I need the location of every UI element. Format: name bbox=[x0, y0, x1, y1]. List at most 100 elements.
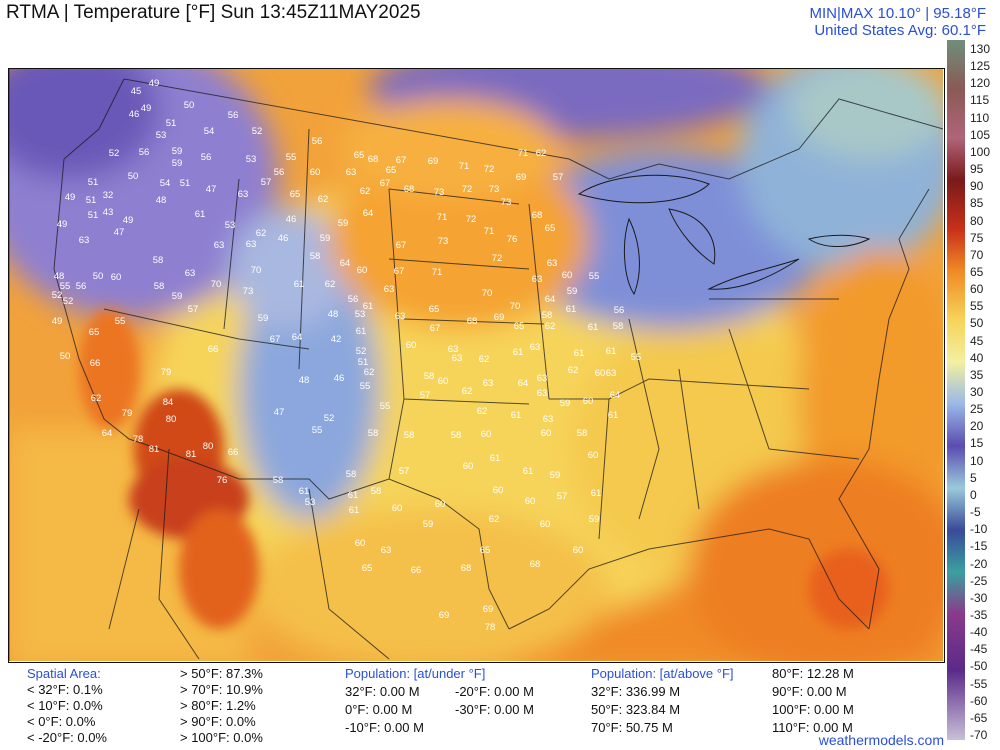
station-temp-label: 56 bbox=[274, 167, 285, 178]
station-temp-label: 61 bbox=[574, 348, 585, 359]
colorbar-tick-label: 40 bbox=[970, 350, 984, 365]
station-temp-label: 62 bbox=[545, 321, 556, 332]
colorbar-tick-label: -25 bbox=[970, 573, 988, 588]
station-temp-label: 64 bbox=[102, 428, 113, 439]
colorbar-tick-label: 15 bbox=[970, 436, 984, 451]
station-temp-label: 67 bbox=[394, 266, 405, 277]
pop-under-b1: -20°F: 0.00 M bbox=[455, 684, 534, 699]
station-temp-label: 58 bbox=[613, 321, 624, 332]
station-temp-label: 60 bbox=[541, 428, 552, 439]
station-temp-label: 72 bbox=[484, 164, 495, 175]
station-temp-label: 62 bbox=[364, 367, 375, 378]
station-temp-label: 62 bbox=[360, 186, 371, 197]
station-temp-label: 68 bbox=[532, 210, 543, 221]
station-temp-label: 69 bbox=[428, 156, 439, 167]
station-temp-label: 66 bbox=[411, 565, 422, 576]
station-temp-label: 53 bbox=[225, 220, 236, 231]
station-temp-label: 63 bbox=[543, 414, 554, 425]
station-temp-label: 48 bbox=[328, 309, 339, 320]
pop-under-b2: -30°F: 0.00 M bbox=[455, 702, 534, 717]
station-temp-label: 52 bbox=[63, 296, 74, 307]
station-temp-label: 58 bbox=[404, 430, 415, 441]
colorbar-tick-label: -50 bbox=[970, 659, 988, 674]
colorbar-tick-label: 75 bbox=[970, 230, 984, 245]
station-temp-label: 62 bbox=[489, 514, 500, 525]
dakota-warm-region bbox=[339, 99, 559, 199]
station-temp-label: 58 bbox=[371, 486, 382, 497]
station-temp-label: 58 bbox=[451, 430, 462, 441]
station-temp-label: 48 bbox=[156, 195, 167, 206]
station-temp-label: 68 bbox=[467, 316, 478, 327]
colorbar-tick-label: 65 bbox=[970, 264, 984, 279]
colorbar-tick-label: 20 bbox=[970, 419, 984, 434]
pop-above-a1: 32°F: 336.99 M bbox=[591, 684, 681, 699]
station-temp-label: 70 bbox=[510, 301, 521, 312]
station-temp-label: 55 bbox=[380, 401, 391, 412]
station-temp-label: 78 bbox=[133, 434, 144, 445]
california-warm-region bbox=[79, 309, 139, 429]
station-temp-label: 63 bbox=[537, 388, 548, 399]
station-temp-label: 67 bbox=[270, 334, 281, 345]
station-temp-label: 49 bbox=[123, 215, 134, 226]
lake-huron bbox=[668, 208, 716, 265]
temperature-map[interactable]: 49 45 49 46 50 56 51 53 54 52 52 56 59 56 55 56 53 59 50 51… bbox=[8, 68, 945, 663]
station-temp-label: 54 bbox=[160, 178, 171, 189]
station-temp-label: 72 bbox=[466, 214, 477, 225]
colorbar-tick-label: -65 bbox=[970, 710, 988, 725]
station-temp-label: 60 bbox=[573, 545, 584, 556]
pop-above-b1: 80°F: 12.28 M bbox=[772, 666, 854, 681]
station-temp-label: 68 bbox=[404, 184, 415, 195]
spatial-right-1: > 50°F: 87.3% bbox=[180, 666, 263, 681]
colorbar-tick-label: 55 bbox=[970, 299, 984, 314]
station-temp-label: 59 bbox=[258, 313, 269, 324]
lake-michigan bbox=[624, 217, 640, 296]
station-temp-label: 63 bbox=[483, 378, 494, 389]
station-temp-label: 60 bbox=[406, 340, 417, 351]
station-temp-label: 76 bbox=[507, 234, 518, 245]
station-temp-label: 57 bbox=[188, 304, 199, 315]
colorbar-tick-label: 70 bbox=[970, 247, 984, 262]
station-temp-label: 63 bbox=[384, 284, 395, 295]
station-temp-label: 60 bbox=[588, 450, 599, 461]
station-temp-label: 65 bbox=[429, 304, 440, 315]
pop-above-b2: 90°F: 0.00 M bbox=[772, 684, 847, 699]
station-temp-label: 63 bbox=[185, 268, 196, 279]
pop-above-a3: 70°F: 50.75 M bbox=[591, 720, 673, 735]
colorbar-tick-label: -10 bbox=[970, 522, 988, 537]
station-temp-label: 50 bbox=[93, 271, 104, 282]
station-temp-label: 62 bbox=[568, 365, 579, 376]
station-temp-label: 62 bbox=[462, 386, 473, 397]
station-temp-label: 43 bbox=[103, 207, 114, 218]
spatial-left-2: < 10°F: 0.0% bbox=[27, 698, 103, 713]
station-temp-label: 47 bbox=[206, 184, 217, 195]
station-temp-label: 53 bbox=[305, 497, 316, 508]
station-temp-label: 60 bbox=[357, 265, 368, 276]
station-temp-label: 50 bbox=[128, 171, 139, 182]
station-temp-label: 58 bbox=[368, 428, 379, 439]
pop-under-a2: 0°F: 0.00 M bbox=[345, 702, 413, 717]
station-temp-label: 59 bbox=[423, 519, 434, 530]
station-temp-label: 48 bbox=[299, 375, 310, 386]
station-temp-label: 63 bbox=[395, 311, 406, 322]
station-temp-label: 68 bbox=[530, 559, 541, 570]
station-temp-label: 61 bbox=[608, 410, 619, 421]
lake-ontario bbox=[807, 234, 871, 247]
station-temp-label: 58 bbox=[542, 310, 553, 321]
station-temp-label: 48 bbox=[54, 271, 65, 282]
colorbar-tick-label: 95 bbox=[970, 162, 984, 177]
station-temp-label: 61 bbox=[606, 346, 617, 357]
station-temp-label: 61 bbox=[195, 209, 206, 220]
station-temp-label: 55 bbox=[286, 152, 297, 163]
station-temp-label: 68 bbox=[368, 154, 379, 165]
station-temp-label: 60 bbox=[481, 429, 492, 440]
station-temp-label: 69 bbox=[439, 610, 450, 621]
brand-link[interactable]: weathermodels.com bbox=[818, 732, 944, 748]
station-temp-label: 71 bbox=[484, 226, 495, 237]
colorbar-tick-label: 90 bbox=[970, 179, 984, 194]
spatial-area-header: Spatial Area: bbox=[27, 666, 101, 681]
colorbar-tick-label: -20 bbox=[970, 556, 988, 571]
station-temp-label: 42 bbox=[331, 334, 342, 345]
station-temp-label: 66 bbox=[228, 447, 239, 458]
station-temp-label: 63 bbox=[238, 189, 249, 200]
